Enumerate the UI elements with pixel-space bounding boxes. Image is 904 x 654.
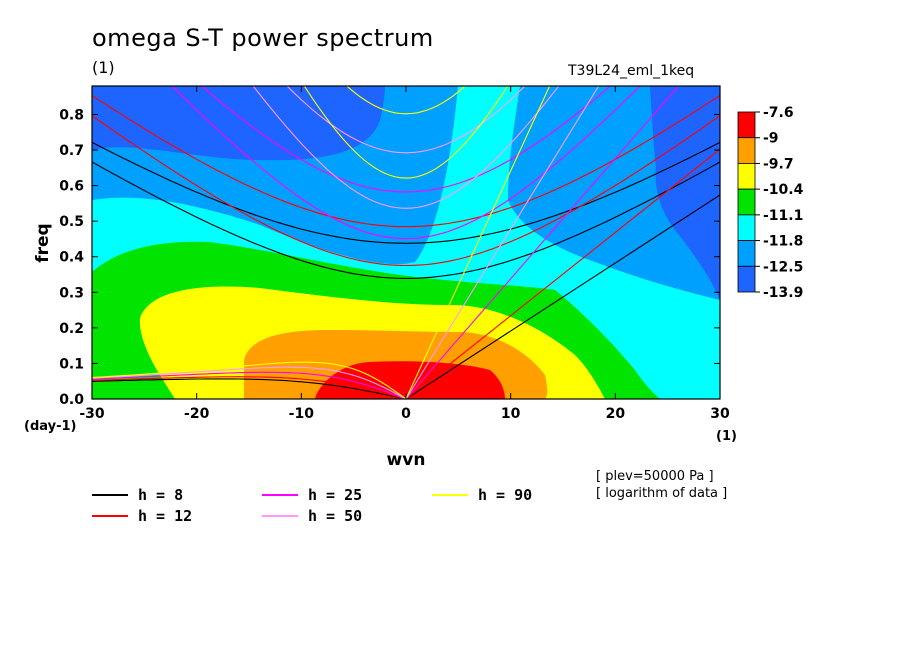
gravity-wave-n1-h12 <box>92 115 720 267</box>
legend-label-h12: h = 12 <box>138 507 192 525</box>
rossby-wave-h90 <box>92 361 407 399</box>
rossby-wave-h12 <box>92 376 407 399</box>
y-tick-label: 0.0 <box>59 392 84 408</box>
kelvin-wave-h90 <box>405 86 551 399</box>
plot-title: omega S-T power spectrum <box>92 24 434 52</box>
gravity-wave-n2-h8 <box>92 141 720 244</box>
log-note: [ logarithm of data ] <box>596 486 728 501</box>
legend-label-h90: h = 90 <box>478 486 532 504</box>
x-tick-label: -30 <box>79 406 105 422</box>
curve-h50 <box>92 86 600 399</box>
legend-label-h25: h = 25 <box>308 486 362 504</box>
y-axis-label: freq <box>33 223 53 262</box>
y-tick-label: 0.3 <box>59 285 84 301</box>
gravity-wave-n2-h50 <box>286 86 526 154</box>
legend-label-h50: h = 50 <box>308 507 362 525</box>
colorbar-swatch <box>737 214 756 241</box>
plot-subtitle: (1) <box>92 58 115 77</box>
gravity-wave-n1-h50 <box>252 86 560 209</box>
gravity-wave-n1-h90 <box>303 86 509 179</box>
run-label: T39L24_eml_1keq <box>568 63 695 79</box>
y-tick-label: 0.8 <box>59 107 84 123</box>
rossby-wave-h8 <box>92 378 407 399</box>
colorbar-swatch <box>737 137 756 164</box>
y-tick-label: 0.1 <box>59 356 84 372</box>
colorbar-swatch <box>737 111 756 139</box>
colorbar: -7.6 -9 -9.7 -10.4 -11.1 -11.8 -12.5 -13.9 <box>737 105 804 301</box>
kelvin-wave-h25 <box>405 86 680 399</box>
axes: -30 -20 -10 0 10 20 30 0.0 0.1 0.2 0.3 0.4 0.5 0.6 0.7… <box>24 86 737 470</box>
colorbar-label: -11.8 <box>763 234 803 250</box>
y-unit-label: (day-1) <box>24 419 76 434</box>
plev-note: [ plev=50000 Pa ] <box>596 469 714 484</box>
gravity-wave-n1-h8 <box>92 161 720 279</box>
x-tick-label: 0 <box>401 406 411 422</box>
colorbar-label: -11.1 <box>763 208 803 224</box>
gravity-wave-n1-h25 <box>171 86 641 240</box>
kelvin-wave-h50 <box>405 86 600 399</box>
colorbar-swatch <box>737 240 756 267</box>
legend: h = 8 h = 12 h = 25 h = 50 h = 90 <box>92 486 532 525</box>
contour-region-7 <box>655 160 720 300</box>
rossby-wave-h50 <box>92 366 407 399</box>
colorbar-label: -12.5 <box>763 259 803 275</box>
x-tick-label: 10 <box>501 406 521 422</box>
gravity-wave-n2-h25 <box>200 86 612 193</box>
y-tick-label: 0.6 <box>59 179 84 195</box>
x-tick-label: 20 <box>606 406 626 422</box>
curve-h8 <box>92 141 720 399</box>
curve-h90 <box>92 86 551 399</box>
legend-label-h8: h = 8 <box>138 486 183 504</box>
colorbar-label: -7.6 <box>763 105 794 121</box>
colorbar-swatch <box>737 188 756 216</box>
y-tick-label: 0.4 <box>59 250 84 266</box>
contour-fills <box>92 86 720 399</box>
colorbar-label: -13.9 <box>763 285 803 301</box>
colorbar-label: -10.4 <box>763 182 804 198</box>
kelvin-wave-h8 <box>405 194 720 399</box>
colorbar-swatch <box>737 265 756 293</box>
x-axis-label: wvn <box>387 450 426 470</box>
rossby-wave-h25 <box>92 371 407 399</box>
gravity-wave-n2-h90 <box>346 86 466 115</box>
y-tick-label: 0.7 <box>59 143 84 159</box>
curve-h25 <box>92 86 680 399</box>
x-tick-label: -20 <box>184 406 210 422</box>
colorbar-swatch <box>737 163 756 190</box>
y-tick-label: 0.5 <box>59 214 84 230</box>
x-tick-label: -10 <box>289 406 315 422</box>
x-unit-label: (1) <box>716 429 737 444</box>
x-tick-label: 30 <box>710 406 730 422</box>
colorbar-label: -9 <box>763 131 779 147</box>
colorbar-label: -9.7 <box>763 156 794 172</box>
dispersion-curves <box>92 86 720 399</box>
y-tick-label: 0.2 <box>59 321 84 337</box>
kelvin-wave-h12 <box>405 148 720 399</box>
